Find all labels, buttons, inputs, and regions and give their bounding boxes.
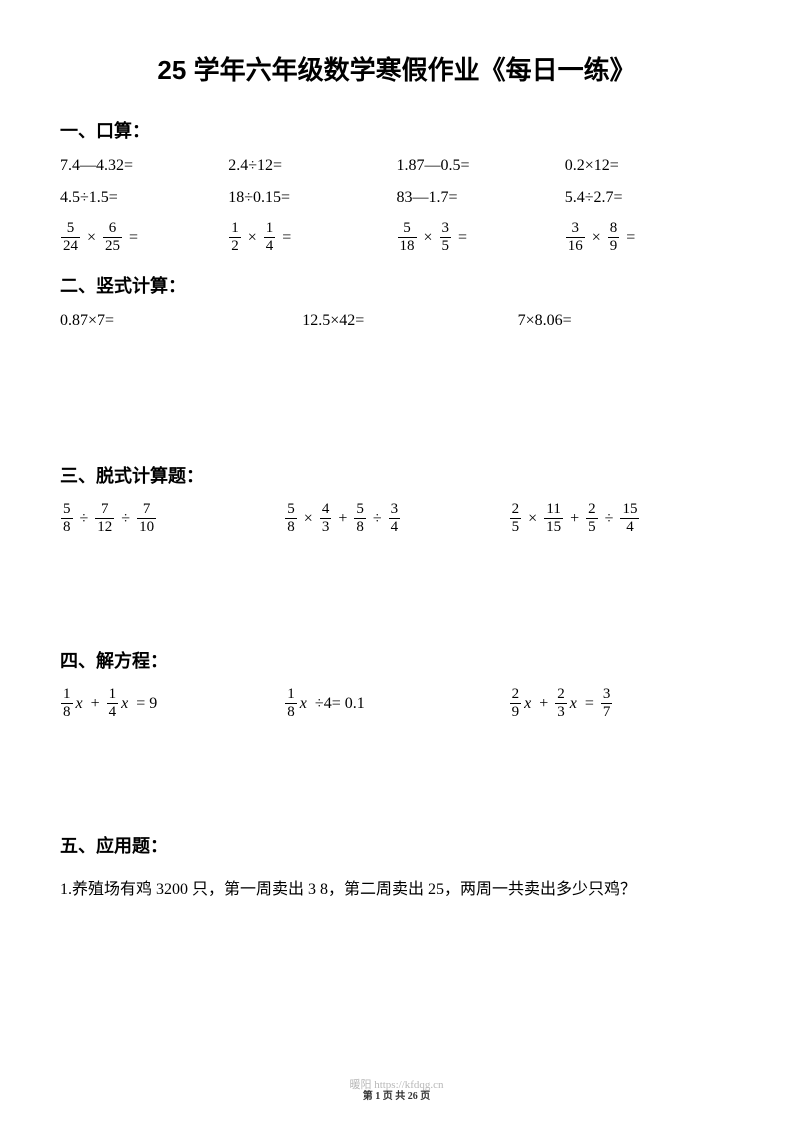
page-title: 25 学年六年级数学寒假作业《每日一练》 — [60, 50, 733, 87]
s1r2c4: 5.4÷2.7= — [565, 189, 733, 207]
s3e1: 58 ÷ 712 ÷ 710 — [60, 502, 284, 535]
s1-row3: 524 × 625 = 12 × 14 = 518 × 35 = 316 × 8… — [60, 221, 733, 254]
s3e3: 25 × 1115 + 25 ÷ 154 — [509, 502, 733, 535]
s4-row1: 18x + 14x =9 18x ÷4=0.1 29x + 23x = 37 — [60, 687, 733, 720]
s4e2: 18x ÷4=0.1 — [284, 687, 508, 720]
s1-row2: 4.5÷1.5= 18÷0.15= 83—1.7= 5.4÷2.7= — [60, 189, 733, 207]
section-2-header: 二、竖式计算： — [60, 272, 733, 298]
s2r1c3: 7×8.06= — [518, 312, 733, 330]
s1-row1: 7.4—4.32= 2.4÷12= 1.87—0.5= 0.2×12= — [60, 157, 733, 175]
s1r3f3: 518 × 35 = — [397, 221, 565, 254]
s2-row1: 0.87×7= 12.5×42= 7×8.06= — [60, 312, 733, 330]
s2r1c1: 0.87×7= — [60, 312, 302, 330]
section-1-header: 一、口算： — [60, 117, 733, 143]
s2r1c2: 12.5×42= — [302, 312, 517, 330]
s1r2c2: 18÷0.15= — [228, 189, 396, 207]
section-5-header: 五、应用题： — [60, 832, 733, 858]
s1r3f2: 12 × 14 = — [228, 221, 396, 254]
page-footer: 第 1 页 共 26 页 — [363, 1087, 431, 1102]
s1r1c4: 0.2×12= — [565, 157, 733, 175]
s3-row1: 58 ÷ 712 ÷ 710 58 × 43 + 58 ÷ 34 25 × 11… — [60, 502, 733, 535]
word-problem-1: 1.养殖场有鸡 3200 只，第一周卖出 3 8，第二周卖出 25，两周一共卖出… — [60, 872, 733, 907]
s1r1c1: 7.4—4.32= — [60, 157, 228, 175]
s4e3: 29x + 23x = 37 — [509, 687, 733, 720]
s1r3f1: 524 × 625 = — [60, 221, 228, 254]
s1r2c1: 4.5÷1.5= — [60, 189, 228, 207]
s4e1: 18x + 14x =9 — [60, 687, 284, 720]
section-3-header: 三、脱式计算题： — [60, 462, 733, 488]
s1r2c3: 83—1.7= — [397, 189, 565, 207]
s3e2: 58 × 43 + 58 ÷ 34 — [284, 502, 508, 535]
section-4-header: 四、解方程： — [60, 647, 733, 673]
s1r1c2: 2.4÷12= — [228, 157, 396, 175]
s1r1c3: 1.87—0.5= — [397, 157, 565, 175]
s1r3f4: 316 × 89 = — [565, 221, 733, 254]
